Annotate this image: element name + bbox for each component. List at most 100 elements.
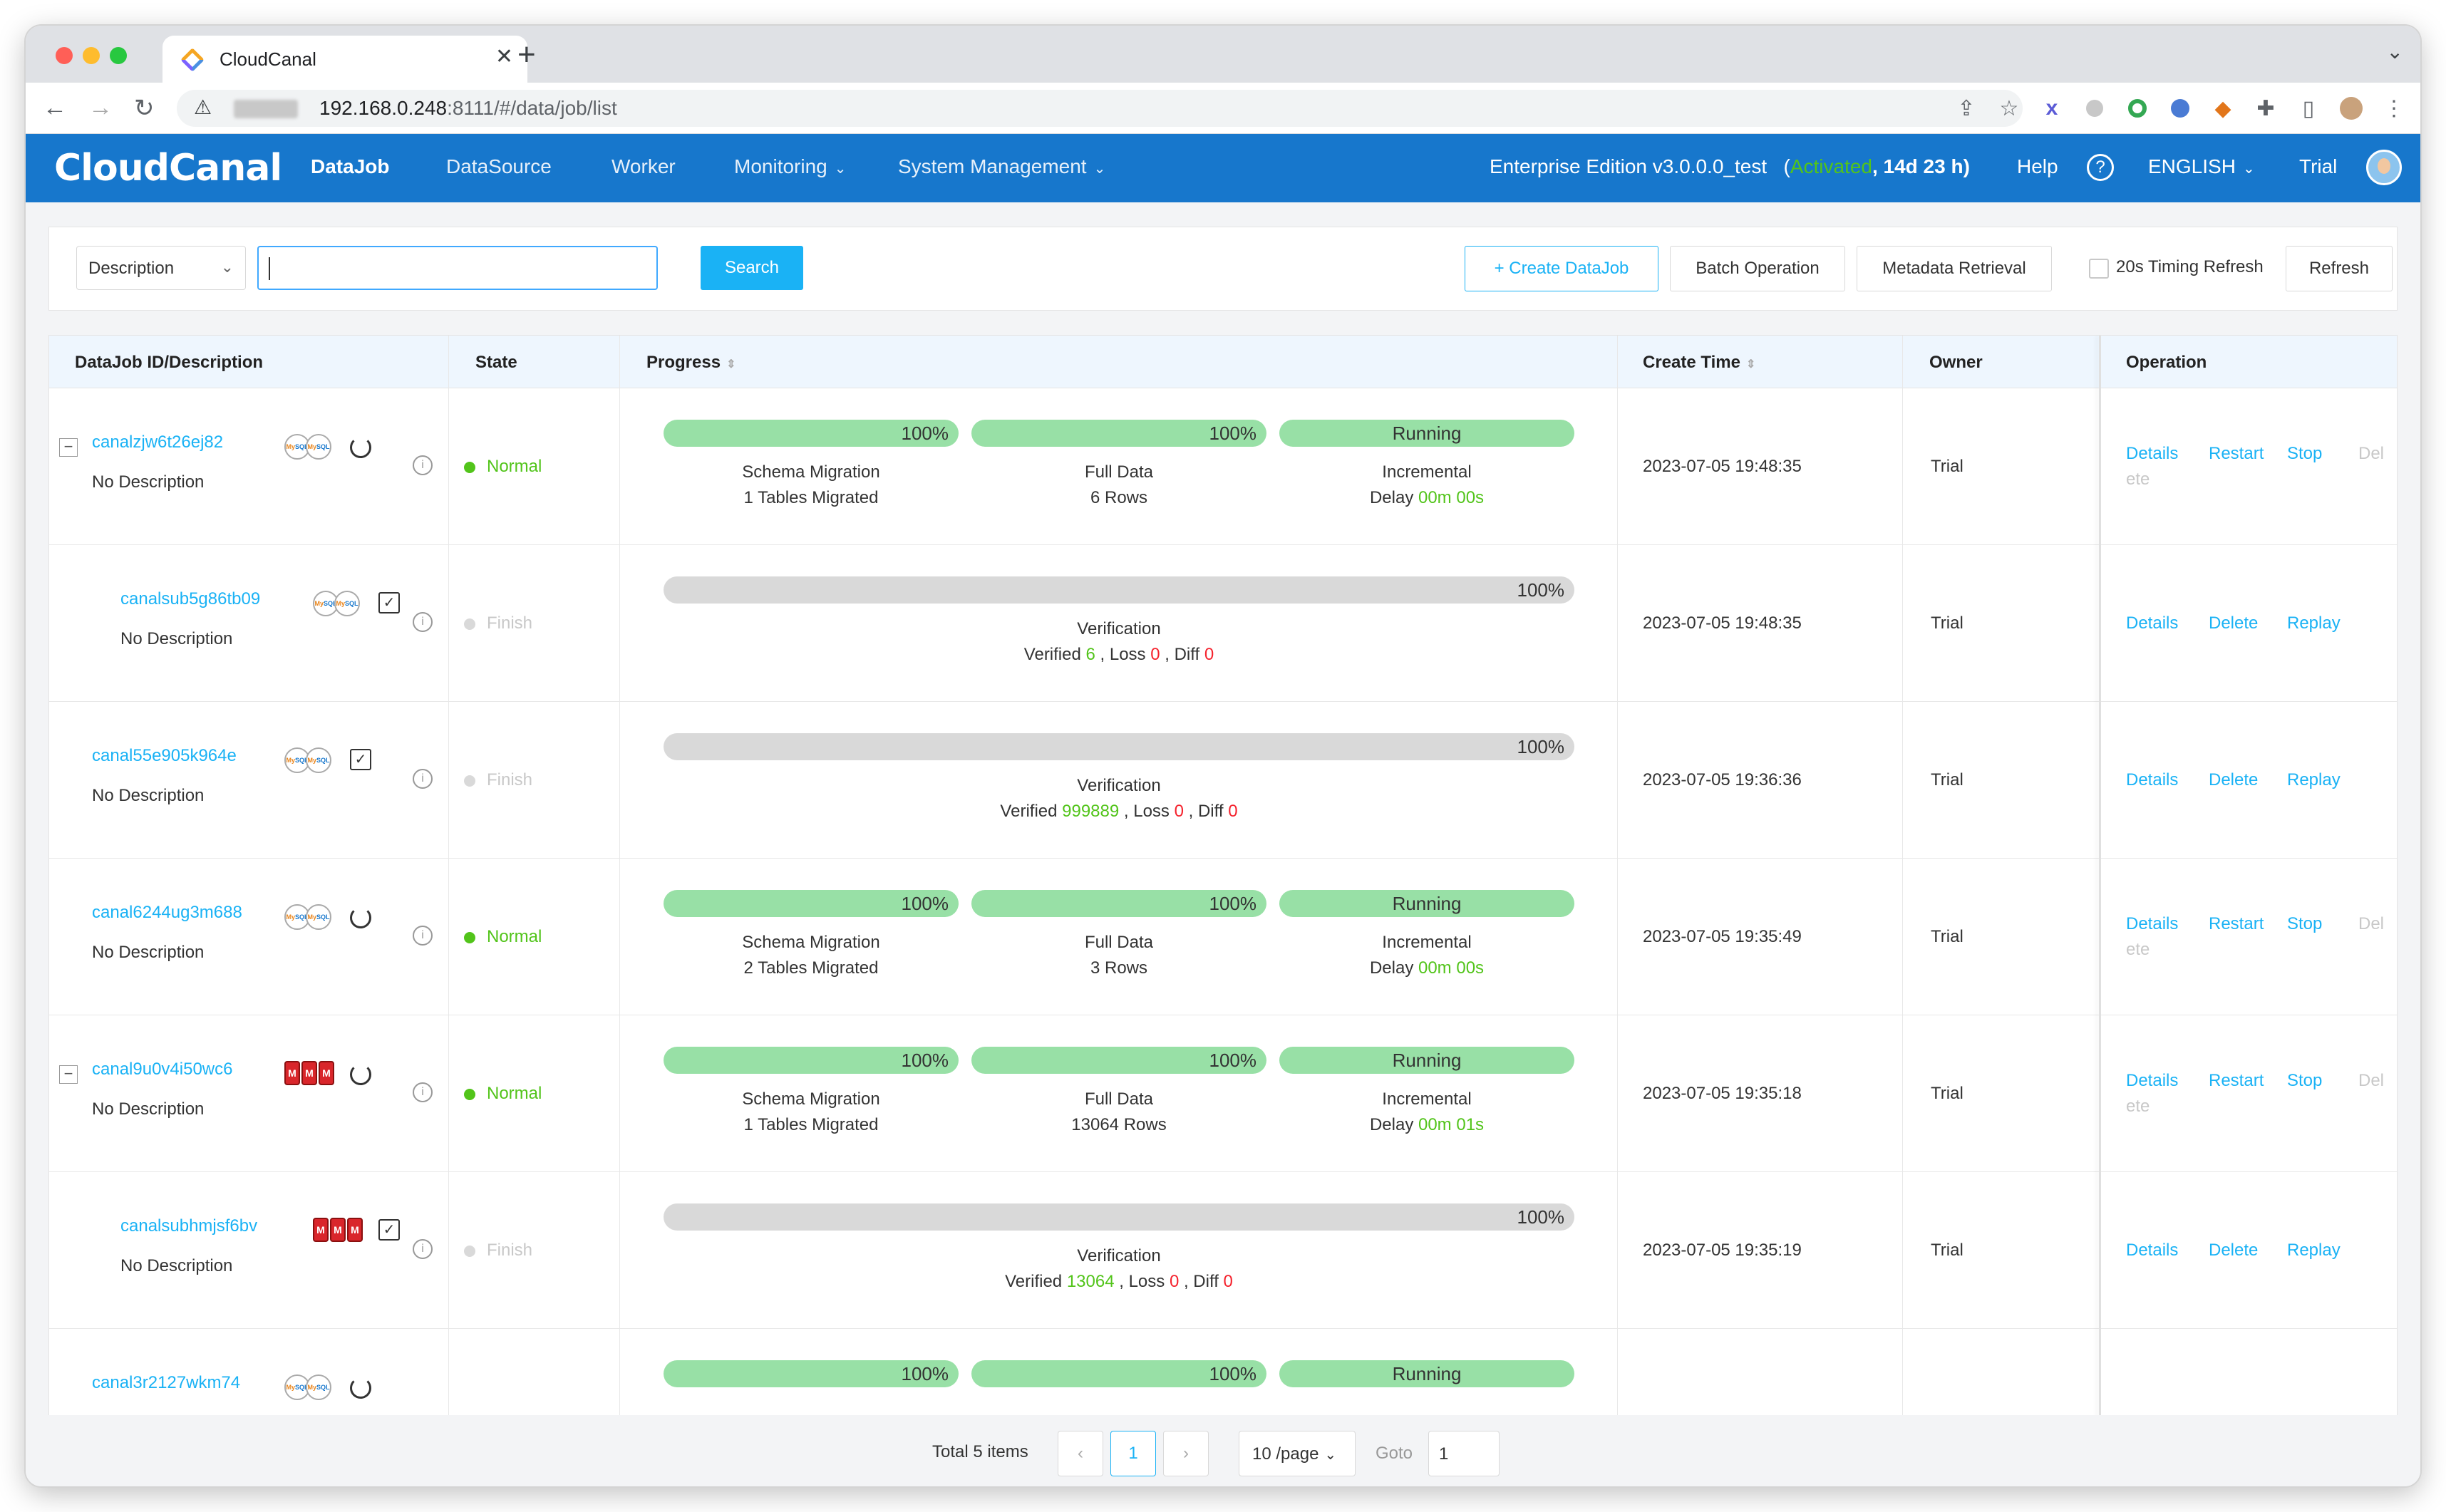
replay-link[interactable]: Replay [2287, 1241, 2341, 1260]
search-button[interactable]: Search [701, 246, 803, 290]
stop-link[interactable]: Stop [2287, 914, 2323, 933]
details-link[interactable]: Details [2126, 444, 2179, 463]
nav-worker[interactable]: Worker [612, 155, 676, 177]
prev-page-icon[interactable]: ‹ [1058, 1431, 1103, 1476]
collapse-row-icon[interactable]: − [59, 1065, 78, 1084]
help-link[interactable]: Help [2017, 155, 2058, 177]
restart-link[interactable]: Restart [2209, 914, 2264, 933]
info-icon[interactable]: i [413, 926, 433, 946]
delete-link-wrap[interactable]: ete [2126, 940, 2150, 959]
question-icon[interactable]: ? [2087, 154, 2114, 181]
search-field-select[interactable]: Description ⌄ [76, 246, 246, 290]
stop-link[interactable]: Stop [2287, 1071, 2323, 1090]
user-avatar[interactable] [2366, 150, 2402, 185]
restart-link[interactable]: Restart [2209, 444, 2264, 463]
browser-menu-icon[interactable]: ⋮ [2383, 96, 2405, 120]
profile-avatar-icon[interactable] [2339, 96, 2363, 120]
goto-input[interactable]: 1 [1428, 1431, 1500, 1476]
refresh-button[interactable]: Refresh [2286, 246, 2393, 291]
new-tab-icon[interactable]: + [517, 37, 536, 72]
details-link[interactable]: Details [2126, 914, 2179, 933]
restart-link[interactable]: Restart [2209, 1071, 2264, 1090]
delete-link[interactable]: Delete [2209, 613, 2259, 633]
loss-count: 0 [1169, 1272, 1180, 1291]
delete-link[interactable]: Del [2358, 1071, 2385, 1090]
job-id-link[interactable]: canalsub5g86tb09 [120, 589, 261, 609]
batch-operation-button[interactable]: Batch Operation [1670, 246, 1845, 291]
zoom-window-button[interactable] [110, 47, 127, 64]
warning-icon[interactable]: ⚠ [194, 96, 212, 118]
metamask-fox-icon[interactable]: ◆ [2214, 96, 2231, 120]
state-label: Finish [487, 613, 533, 633]
minimize-window-button[interactable] [83, 47, 100, 64]
schema-migration-label: Schema Migration [742, 462, 880, 482]
delete-link[interactable]: Del [2358, 444, 2385, 463]
job-id-link[interactable]: canal55e905k964e [92, 746, 237, 765]
details-link[interactable]: Details [2126, 1241, 2179, 1260]
details-link[interactable]: Details [2126, 770, 2179, 789]
extension-green-icon[interactable] [2125, 96, 2150, 120]
delete-link[interactable]: Delete [2209, 1241, 2259, 1260]
delete-link-wrap[interactable]: ete [2126, 1097, 2150, 1116]
schema-migration-label: Schema Migration [742, 1089, 880, 1109]
details-link[interactable]: Details [2126, 1071, 2179, 1090]
nav-monitoring[interactable]: Monitoring ⌄ [734, 155, 847, 178]
sort-icon[interactable]: ⇕ [726, 358, 736, 371]
address-bar[interactable]: ⚠ 192.168.0.248:8111/#/data/job/list [177, 90, 2023, 127]
delete-link[interactable]: Del [2358, 914, 2385, 933]
details-link[interactable]: Details [2126, 613, 2179, 633]
nav-datasource[interactable]: DataSource [446, 155, 552, 177]
create-datajob-button[interactable]: + Create DataJob [1465, 246, 1658, 291]
verified-count: 999889 [1062, 802, 1120, 821]
timing-refresh-checkbox[interactable] [2089, 259, 2109, 279]
create-time: 2023-07-05 19:36:36 [1643, 770, 1802, 789]
owner: Trial [1931, 457, 1963, 476]
stop-link[interactable]: Stop [2287, 444, 2323, 463]
job-id-link[interactable]: canal6244ug3m688 [92, 903, 242, 922]
job-id-link[interactable]: canal9u0v4i50wc6 [92, 1060, 233, 1079]
delete-link-wrap[interactable]: ete [2126, 470, 2150, 489]
close-tab-icon[interactable]: ✕ [495, 45, 513, 68]
bookmark-star-icon[interactable]: ☆ [1999, 96, 2019, 120]
tab-search-chevron-icon[interactable]: ⌄ [2386, 41, 2403, 63]
close-window-button[interactable] [56, 47, 73, 64]
collapse-row-icon[interactable]: − [59, 438, 78, 457]
state-dot [464, 775, 475, 787]
next-page-icon[interactable]: › [1163, 1431, 1209, 1476]
table-row: canal6244ug3m688 No Description MySQL MySQL… [49, 859, 2397, 1015]
replay-link[interactable]: Replay [2287, 770, 2341, 789]
side-panel-icon[interactable]: ▯ [2302, 96, 2315, 120]
page-1[interactable]: 1 [1110, 1431, 1156, 1476]
info-icon[interactable]: i [413, 612, 433, 632]
search-input[interactable] [257, 246, 658, 290]
info-icon[interactable]: i [413, 1082, 433, 1102]
info-icon[interactable]: i [413, 769, 433, 789]
nav-datajob[interactable]: DataJob [311, 155, 390, 177]
info-icon[interactable]: i [413, 1239, 433, 1259]
reload-icon[interactable]: ↻ [134, 95, 155, 122]
forward-icon[interactable]: → [88, 94, 113, 121]
x-extension-icon[interactable]: x [2045, 96, 2058, 120]
job-id-link[interactable]: canal3r2127wkm74 [92, 1373, 241, 1392]
sort-icon[interactable]: ⇕ [1745, 358, 1756, 371]
delete-link[interactable]: Delete [2209, 770, 2259, 789]
browser-tab[interactable]: CloudCanal ✕ [162, 36, 527, 83]
col-progress[interactable]: Progress ⇕ [646, 353, 736, 373]
cloudcanal-logo[interactable]: CloudCanal [54, 147, 282, 190]
extensions-puzzle-icon[interactable]: ✚ [2256, 96, 2275, 120]
metadata-retrieval-button[interactable]: Metadata Retrieval [1857, 246, 2052, 291]
state-dot [464, 931, 475, 943]
extension-shield-icon[interactable] [2168, 96, 2192, 120]
user-name[interactable]: Trial [2299, 155, 2338, 177]
language-select[interactable]: ENGLISH ⌄ [2148, 155, 2255, 178]
replay-link[interactable]: Replay [2287, 613, 2341, 633]
share-icon[interactable]: ⇪ [1957, 96, 1976, 120]
col-create-time[interactable]: Create Time ⇕ [1643, 353, 1755, 373]
extension-gray-icon[interactable] [2083, 96, 2107, 120]
nav-system-management[interactable]: System Management ⌄ [898, 155, 1105, 178]
info-icon[interactable]: i [413, 455, 433, 475]
back-icon[interactable]: ← [43, 94, 67, 121]
page-size-select[interactable]: 10 /page ⌄ [1239, 1431, 1356, 1476]
job-id-link[interactable]: canalzjw6t26ej82 [92, 433, 224, 452]
job-id-link[interactable]: canalsubhmjsf6bv [120, 1216, 258, 1236]
